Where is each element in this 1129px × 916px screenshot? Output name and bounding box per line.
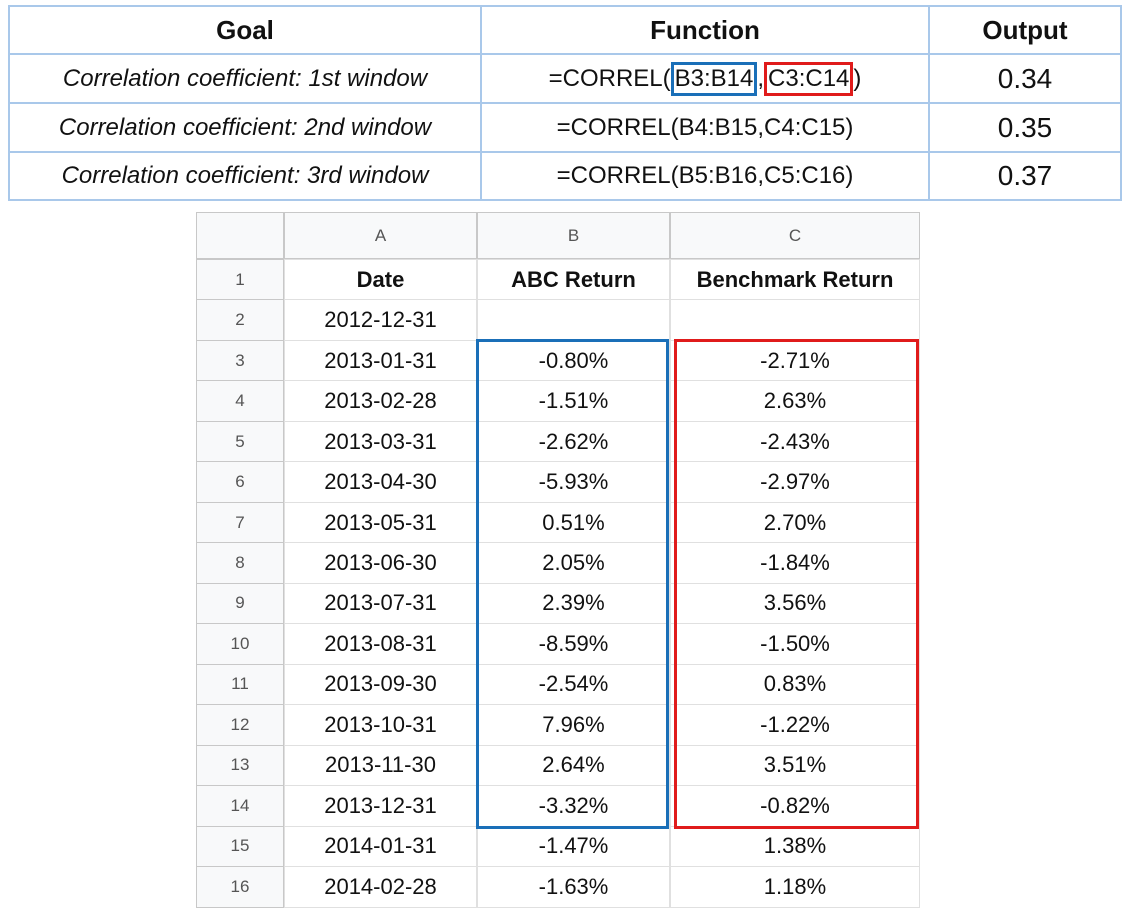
- column-letter: B: [477, 212, 670, 259]
- data-cell: -1.22%: [670, 704, 920, 746]
- column-letter: A: [284, 212, 477, 259]
- column-header: Goal: [8, 5, 482, 55]
- data-cell: -1.84%: [670, 542, 920, 584]
- output-cell: 0.37: [928, 151, 1122, 201]
- goal-cell: Correlation coefficient: 3rd window: [8, 151, 482, 201]
- row-number: 11: [196, 663, 284, 706]
- function-cell: =CORREL(B4:B15,C4:C15): [480, 102, 930, 153]
- row-number: 6: [196, 461, 284, 503]
- data-cell: 2014-02-28: [284, 866, 477, 908]
- data-cell: 2013-05-31: [284, 501, 477, 544]
- data-cell: -0.82%: [670, 785, 920, 827]
- row-number: 3: [196, 339, 284, 382]
- data-cell: 2013-09-30: [284, 663, 477, 706]
- row-number: 1: [196, 259, 284, 301]
- data-cell: 2.05%: [477, 542, 670, 584]
- function-cell: =CORREL(B3:B14, C3:C14): [480, 53, 930, 104]
- data-cell: 1.38%: [670, 825, 920, 868]
- goal-cell: Correlation coefficient: 1st window: [8, 53, 482, 104]
- formula-text: ,: [757, 64, 765, 92]
- data-cell: 3.56%: [670, 582, 920, 625]
- row-number: 10: [196, 623, 284, 665]
- function-cell: =CORREL(B5:B16,C5:C16): [480, 151, 930, 201]
- data-cell: -0.80%: [477, 339, 670, 382]
- data-cell: 2013-03-31: [284, 420, 477, 463]
- data-cell: -5.93%: [477, 461, 670, 503]
- range-highlight: C3:C14: [764, 61, 854, 96]
- data-cell: 2013-01-31: [284, 339, 477, 382]
- row-number: 7: [196, 501, 284, 544]
- data-cell: -8.59%: [477, 623, 670, 665]
- data-cell: 2.64%: [477, 744, 670, 787]
- row-number: 4: [196, 380, 284, 422]
- column-letter: C: [670, 212, 920, 259]
- column-header: Output: [928, 5, 1122, 55]
- data-cell: -3.32%: [477, 785, 670, 827]
- data-cell: -1.51%: [477, 380, 670, 422]
- data-cell: -2.71%: [670, 339, 920, 382]
- row-number: 9: [196, 582, 284, 625]
- row-number: 15: [196, 825, 284, 868]
- data-cell: 2.63%: [670, 380, 920, 422]
- data-cell: -1.63%: [477, 866, 670, 908]
- data-cell: [477, 299, 670, 341]
- data-cell: -2.43%: [670, 420, 920, 463]
- data-cell: 2013-06-30: [284, 542, 477, 584]
- output-cell: 0.34: [928, 53, 1122, 104]
- goal-cell: Correlation coefficient: 2nd window: [8, 102, 482, 153]
- row-number: 14: [196, 785, 284, 827]
- data-cell: 1.18%: [670, 866, 920, 908]
- data-cell: -2.54%: [477, 663, 670, 706]
- data-cell: 2013-02-28: [284, 380, 477, 422]
- range-highlight: B3:B14: [670, 61, 758, 96]
- output-cell: 0.35: [928, 102, 1122, 153]
- data-cell: 2012-12-31: [284, 299, 477, 341]
- data-cell: -1.47%: [477, 825, 670, 868]
- data-cell: 2.70%: [670, 501, 920, 544]
- data-cell: 0.51%: [477, 501, 670, 544]
- data-cell: -2.62%: [477, 420, 670, 463]
- row-number: 8: [196, 542, 284, 584]
- data-cell: 2013-11-30: [284, 744, 477, 787]
- column-header: Function: [480, 5, 930, 55]
- data-cell: 2013-12-31: [284, 785, 477, 827]
- row-number: 12: [196, 704, 284, 746]
- row-number: 2: [196, 299, 284, 341]
- header-cell: Date: [284, 259, 477, 301]
- row-number: 16: [196, 866, 284, 908]
- data-cell: 2014-01-31: [284, 825, 477, 868]
- data-cell: -1.50%: [670, 623, 920, 665]
- data-cell: 7.96%: [477, 704, 670, 746]
- data-cell: -2.97%: [670, 461, 920, 503]
- data-cell: [670, 299, 920, 341]
- data-cell: 2.39%: [477, 582, 670, 625]
- data-cell: 0.83%: [670, 663, 920, 706]
- row-number: 13: [196, 744, 284, 787]
- data-cell: 2013-04-30: [284, 461, 477, 503]
- row-number: 5: [196, 420, 284, 463]
- header-cell: ABC Return: [477, 259, 670, 301]
- formula-text: ): [853, 64, 862, 92]
- corner-cell: [196, 212, 284, 259]
- data-cell: 2013-07-31: [284, 582, 477, 625]
- data-cell: 2013-10-31: [284, 704, 477, 746]
- data-cell: 2013-08-31: [284, 623, 477, 665]
- header-cell: Benchmark Return: [670, 259, 920, 301]
- formula-text: =CORREL(: [548, 64, 671, 92]
- data-cell: 3.51%: [670, 744, 920, 787]
